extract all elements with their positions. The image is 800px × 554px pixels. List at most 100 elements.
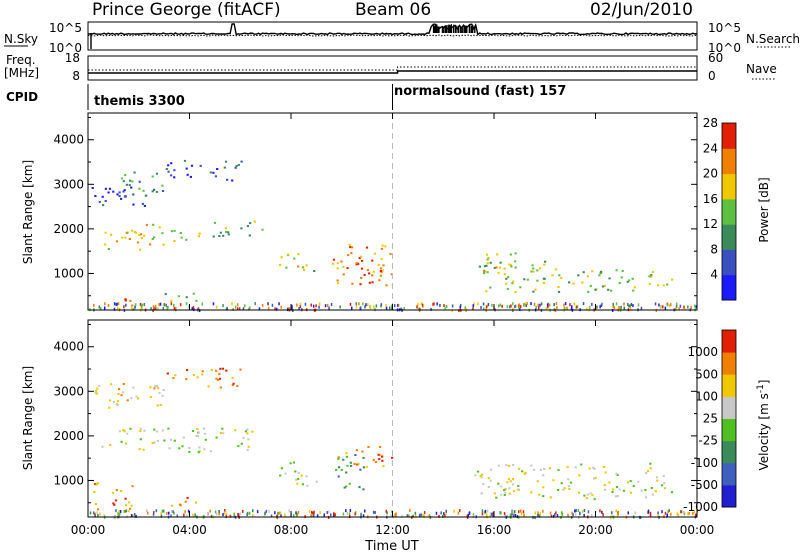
echo-cell bbox=[221, 367, 225, 370]
colorbar-tick-label: -25 bbox=[698, 434, 718, 448]
ground-scatter-cell bbox=[242, 509, 244, 513]
ground-scatter-cell bbox=[412, 514, 414, 518]
ground-scatter-cell bbox=[511, 509, 513, 513]
ground-scatter-cell bbox=[173, 307, 176, 311]
ground-scatter-cell bbox=[481, 509, 484, 513]
ground-scatter-cell bbox=[602, 513, 604, 517]
ground-scatter-cell bbox=[498, 304, 500, 308]
ground-scatter-cell bbox=[312, 304, 315, 308]
echo-cell bbox=[479, 475, 482, 477]
ground-scatter-cell bbox=[573, 302, 576, 306]
ground-scatter-cell bbox=[512, 514, 515, 518]
echo-cell bbox=[197, 451, 200, 454]
ground-scatter-cell bbox=[274, 511, 276, 515]
echo-cell bbox=[542, 474, 545, 477]
echo-cell bbox=[650, 487, 653, 489]
echo-cell bbox=[532, 468, 536, 471]
ground-scatter-cell bbox=[318, 305, 320, 309]
ground-scatter-cell bbox=[436, 302, 438, 306]
ground-scatter-cell bbox=[511, 512, 513, 516]
ground-scatter-cell bbox=[472, 513, 475, 517]
echo-cell bbox=[342, 273, 345, 276]
echo-cell bbox=[162, 243, 165, 246]
echo-cell bbox=[185, 167, 188, 170]
echo-cell bbox=[248, 234, 251, 237]
ground-scatter-cell bbox=[360, 512, 362, 516]
ground-scatter-cell bbox=[299, 305, 302, 309]
ground-scatter-cell bbox=[518, 303, 520, 307]
echo-cell bbox=[153, 236, 156, 239]
echo-cell bbox=[222, 234, 225, 237]
echo-cell bbox=[223, 166, 226, 169]
ground-scatter-cell bbox=[104, 306, 106, 310]
echo-cell bbox=[500, 485, 503, 488]
echo-cell bbox=[124, 195, 127, 198]
echo-cell bbox=[521, 470, 524, 473]
ground-scatter-cell bbox=[94, 514, 96, 518]
ground-scatter-cell bbox=[538, 514, 541, 518]
echo-cell bbox=[171, 504, 174, 507]
ground-scatter-cell bbox=[359, 306, 362, 310]
noise-search-line bbox=[87, 34, 698, 37]
echo-cell bbox=[110, 233, 113, 236]
echo-cell bbox=[332, 258, 336, 261]
ground-scatter-cell bbox=[623, 302, 625, 306]
nave-right-label: Nave bbox=[746, 62, 777, 76]
y-tick-label: 2000 bbox=[53, 429, 84, 443]
noise-left-tick-top: 10^5 bbox=[49, 21, 82, 35]
echo-cell bbox=[197, 235, 200, 238]
ground-scatter-cell bbox=[267, 302, 269, 306]
echo-cell bbox=[656, 479, 659, 482]
echo-cell bbox=[380, 247, 384, 250]
ground-scatter-cell bbox=[119, 512, 121, 516]
ground-scatter-cell bbox=[561, 511, 563, 515]
noise-sky-line bbox=[87, 23, 698, 36]
echo-cell bbox=[209, 450, 212, 453]
echo-cell bbox=[478, 265, 481, 268]
echo-cell bbox=[348, 482, 351, 485]
echo-cell bbox=[196, 376, 199, 379]
echo-cell bbox=[345, 471, 348, 474]
ground-scatter-cell bbox=[92, 511, 95, 515]
echo-cell bbox=[496, 253, 499, 256]
echo-cell bbox=[345, 485, 348, 488]
echo-cell bbox=[481, 473, 484, 476]
colorbar-segment bbox=[722, 440, 736, 464]
ground-scatter-cell bbox=[668, 304, 671, 308]
bottom-panel-labels: Slant Range [km] Velocity [m s-1] bbox=[21, 366, 771, 471]
ground-scatter-cell bbox=[252, 513, 254, 517]
echo-cell bbox=[380, 271, 383, 274]
echo-cell bbox=[379, 270, 382, 272]
ground-scatter-cell bbox=[571, 511, 573, 515]
echo-cell bbox=[618, 488, 621, 491]
echo-cell bbox=[94, 391, 97, 394]
ground-scatter-cell bbox=[116, 306, 119, 310]
echo-cell bbox=[568, 487, 571, 490]
ground-scatter-cell bbox=[612, 304, 614, 308]
ground-scatter-cell bbox=[679, 304, 682, 308]
colorbar-segment bbox=[722, 274, 736, 301]
echo-cell bbox=[212, 171, 215, 174]
echo-cell bbox=[503, 489, 506, 492]
echo-cell bbox=[626, 280, 629, 283]
echo-cell bbox=[212, 235, 215, 238]
echo-cell bbox=[94, 483, 97, 486]
echo-cell bbox=[365, 465, 368, 468]
echo-cell bbox=[279, 474, 282, 477]
echo-cell bbox=[385, 284, 388, 287]
echo-cell bbox=[557, 488, 560, 491]
echo-cell bbox=[581, 281, 584, 284]
echo-cell bbox=[129, 427, 132, 430]
echo-cell bbox=[235, 165, 238, 167]
echo-cell bbox=[381, 269, 384, 272]
ground-scatter-cell bbox=[197, 307, 200, 311]
echo-cell bbox=[173, 240, 176, 242]
echo-cell bbox=[557, 290, 561, 293]
echo-cell bbox=[227, 231, 230, 234]
echo-cell bbox=[508, 464, 511, 467]
ground-scatter-cell bbox=[201, 302, 203, 306]
colorbar-segment bbox=[722, 396, 736, 419]
echo-cell bbox=[306, 484, 309, 487]
echo-cell bbox=[365, 246, 369, 249]
ground-scatter-cell bbox=[215, 305, 218, 309]
